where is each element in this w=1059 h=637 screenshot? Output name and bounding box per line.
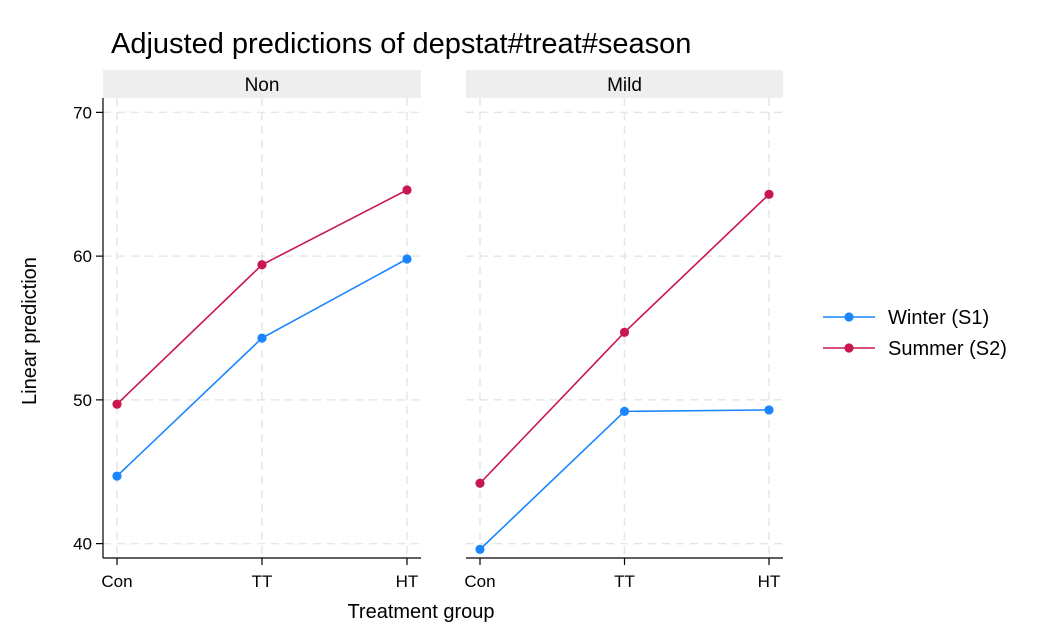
x-tick-label: TT [252,572,273,591]
data-point [764,405,774,415]
x-tick-label: Con [101,572,132,591]
x-tick-label: Con [464,572,495,591]
panel-strip-label: Non [245,75,280,96]
x-tick-label: TT [614,572,635,591]
data-point [619,406,630,416]
legend-label: Summer (S2) [888,338,1007,360]
panel-strip-label: Mild [607,75,642,96]
legend-marker [844,343,854,353]
chart-title: Adjusted predictions of depstat#treat#se… [111,28,691,60]
y-axis-title: Linear prediction [19,257,41,405]
x-axis-title: Treatment group [347,601,494,623]
y-tick-label: 40 [73,535,92,554]
data-point [257,260,267,270]
data-point [112,471,122,481]
panel-non: Non Con TT HT 40 50 60 70 [73,70,421,591]
legend: Winter (S1) Summer (S2) [823,307,1007,360]
legend-item: Summer (S2) [823,338,1007,360]
panels: Non Con TT HT 40 50 60 70 Mild Con TT HT [73,70,783,591]
x-tick-label: HT [396,572,419,591]
series-winter-s1 [475,405,774,554]
data-point [402,254,412,264]
data-point [764,189,774,199]
data-point [619,327,630,337]
data-point [475,478,485,488]
series-summer-s2 [112,185,412,409]
legend-label: Winter (S1) [888,307,989,329]
legend-item: Winter (S1) [823,307,989,329]
legend-marker [844,312,854,322]
x-tick-label: HT [758,572,781,591]
series-winter-s1 [112,254,412,481]
panel-strip [466,70,783,98]
panel-mild: Mild Con TT HT [464,70,783,591]
y-tick-label: 70 [73,103,92,122]
series-summer-s2 [475,189,774,488]
data-point [475,544,485,554]
data-point [112,399,122,409]
data-point [257,333,267,343]
y-tick-label: 50 [73,391,92,410]
y-tick-label: 60 [73,247,92,266]
panel-strip [103,70,421,98]
data-point [402,185,412,195]
